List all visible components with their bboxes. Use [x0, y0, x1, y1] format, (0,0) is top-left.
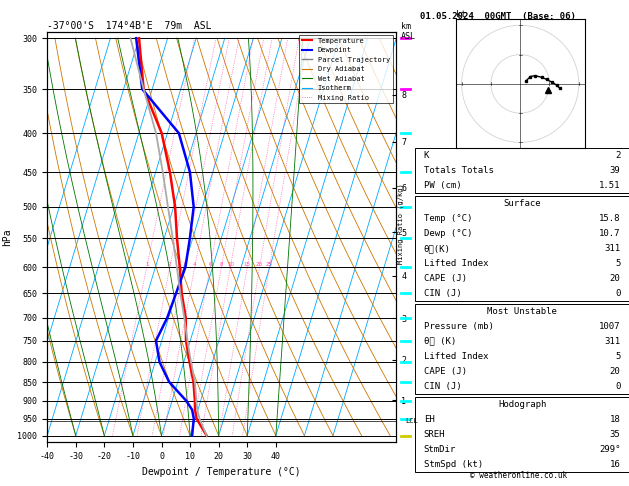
Text: 0: 0: [615, 289, 620, 298]
Text: PW (cm): PW (cm): [424, 181, 461, 190]
Text: 16: 16: [610, 460, 620, 469]
Text: Lifted Index: Lifted Index: [424, 259, 488, 268]
Text: 1.51: 1.51: [599, 181, 620, 190]
Bar: [415, 196, 629, 301]
Text: Mixing Ratio (g/kg): Mixing Ratio (g/kg): [398, 183, 404, 264]
Text: 18: 18: [610, 415, 620, 423]
Text: Temp (°C): Temp (°C): [424, 214, 472, 223]
Text: 35: 35: [610, 430, 620, 438]
Text: 10: 10: [227, 262, 234, 267]
Text: θᴄ (K): θᴄ (K): [424, 337, 456, 346]
Text: SREH: SREH: [424, 430, 445, 438]
Text: StmDir: StmDir: [424, 445, 456, 453]
Text: θᴄ(K): θᴄ(K): [424, 244, 450, 253]
Bar: [415, 397, 629, 471]
Text: kt: kt: [456, 10, 466, 19]
Text: 39: 39: [610, 166, 620, 175]
Y-axis label: hPa: hPa: [2, 228, 12, 246]
Bar: [415, 148, 629, 193]
Text: 15: 15: [244, 262, 251, 267]
Text: Pressure (mb): Pressure (mb): [424, 322, 494, 331]
Text: 10.7: 10.7: [599, 229, 620, 238]
Text: 20: 20: [256, 262, 263, 267]
Text: Totals Totals: Totals Totals: [424, 166, 494, 175]
Text: Most Unstable: Most Unstable: [487, 307, 557, 316]
Text: 3: 3: [182, 262, 186, 267]
Text: CAPE (J): CAPE (J): [424, 274, 467, 283]
Text: 25: 25: [266, 262, 273, 267]
Text: 2: 2: [168, 262, 172, 267]
Text: 1007: 1007: [599, 322, 620, 331]
Text: CAPE (J): CAPE (J): [424, 367, 467, 376]
Text: 311: 311: [604, 337, 620, 346]
Text: 1: 1: [145, 262, 148, 267]
Text: 311: 311: [604, 244, 620, 253]
Text: K: K: [424, 151, 429, 160]
Text: 15.8: 15.8: [599, 214, 620, 223]
Text: km
ASL: km ASL: [401, 22, 416, 41]
Text: Surface: Surface: [503, 199, 541, 208]
Text: 4: 4: [193, 262, 196, 267]
Text: CIN (J): CIN (J): [424, 289, 461, 298]
Text: © weatheronline.co.uk: © weatheronline.co.uk: [470, 471, 567, 480]
X-axis label: Dewpoint / Temperature (°C): Dewpoint / Temperature (°C): [142, 467, 301, 477]
Bar: [415, 304, 629, 394]
Text: Hodograph: Hodograph: [498, 399, 546, 409]
Text: Dewp (°C): Dewp (°C): [424, 229, 472, 238]
Text: 0: 0: [615, 382, 620, 391]
Text: 20: 20: [610, 274, 620, 283]
Text: 6: 6: [208, 262, 212, 267]
Text: 20: 20: [610, 367, 620, 376]
Text: 299°: 299°: [599, 445, 620, 453]
Text: LCL: LCL: [406, 418, 418, 424]
Text: 8: 8: [220, 262, 223, 267]
Text: 2: 2: [615, 151, 620, 160]
Text: CIN (J): CIN (J): [424, 382, 461, 391]
Text: EH: EH: [424, 415, 435, 423]
Text: 5: 5: [615, 259, 620, 268]
Text: 01.05.2024  00GMT  (Base: 06): 01.05.2024 00GMT (Base: 06): [420, 12, 576, 21]
Legend: Temperature, Dewpoint, Parcel Trajectory, Dry Adiabat, Wet Adiabat, Isotherm, Mi: Temperature, Dewpoint, Parcel Trajectory…: [299, 35, 392, 104]
Text: Lifted Index: Lifted Index: [424, 352, 488, 361]
Text: StmSpd (kt): StmSpd (kt): [424, 460, 483, 469]
Text: 5: 5: [615, 352, 620, 361]
Text: -37°00'S  174°4B'E  79m  ASL: -37°00'S 174°4B'E 79m ASL: [47, 21, 212, 31]
